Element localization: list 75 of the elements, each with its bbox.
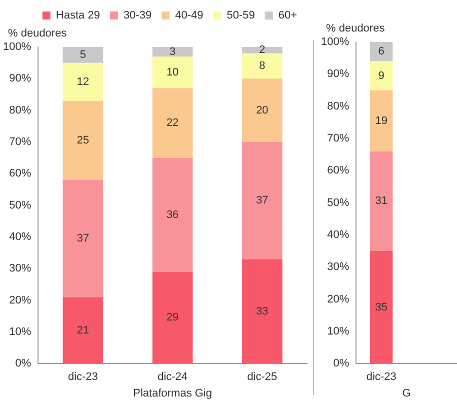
- y-tick-label: 60%: [9, 168, 32, 180]
- data-label: 8: [259, 60, 266, 72]
- bar: [62, 180, 104, 298]
- data-label: 20: [256, 104, 268, 116]
- data-label: 25: [76, 134, 90, 146]
- y-tick-label: 70%: [9, 136, 32, 148]
- legend-label: 40-49: [175, 10, 204, 22]
- x-axis-title: Plataformas Gig: [133, 387, 212, 400]
- bar: [242, 142, 282, 260]
- bar: [242, 53, 282, 79]
- y-tick-label: 20%: [327, 293, 350, 306]
- data-label: 22: [166, 117, 179, 130]
- y-tick-label: 30%: [327, 261, 350, 274]
- bar: [62, 297, 104, 364]
- bar: [152, 272, 193, 364]
- data-label: 2: [259, 44, 266, 56]
- bar: [370, 90, 393, 152]
- bar: [242, 78, 282, 142]
- data-label: 33: [256, 305, 268, 318]
- y-tick-label: 0%: [15, 358, 32, 370]
- x-tick-label: dic-23: [366, 371, 396, 384]
- y-tick-label: 100%: [320, 36, 350, 48]
- x-tick-label: dic-23: [68, 371, 98, 384]
- bar: [62, 100, 104, 180]
- y-tick-label: 50%: [9, 199, 32, 212]
- data-label: 31: [375, 195, 388, 208]
- bar: [370, 42, 393, 62]
- y-tick-label: 90%: [9, 72, 32, 85]
- bar: [62, 47, 104, 63]
- data-label: 10: [166, 66, 179, 78]
- bar: [152, 88, 193, 158]
- y-tick-label: 0%: [333, 358, 350, 370]
- data-label: 35: [375, 301, 388, 314]
- data-label: 3: [170, 46, 176, 58]
- data-label: 6: [378, 46, 384, 58]
- y-tick-label: 90%: [327, 68, 350, 80]
- x-axis-title: G: [402, 387, 411, 400]
- y-tick-label: 50%: [327, 196, 350, 209]
- data-label: 19: [375, 114, 388, 127]
- legend-label: 50-59: [226, 10, 255, 22]
- data-label: 21: [76, 324, 90, 336]
- data-label: 5: [80, 48, 86, 61]
- y-axis-title: % deudores: [326, 22, 386, 35]
- y-tick-label: 80%: [327, 100, 350, 112]
- data-label: 29: [166, 312, 179, 324]
- bar: [242, 47, 282, 54]
- bar: [152, 56, 193, 88]
- data-label: 37: [256, 194, 268, 207]
- legend-label: Hasta 29: [56, 10, 100, 22]
- x-tick-label: dic-25: [247, 371, 278, 384]
- y-tick-label: 60%: [327, 164, 350, 177]
- data-label: 12: [76, 76, 90, 88]
- y-tick-label: 20%: [9, 294, 32, 306]
- y-axis-title: % deudores: [8, 28, 68, 40]
- legend-label: 60+: [278, 10, 298, 22]
- y-tick-label: 30%: [9, 262, 32, 275]
- bar: [370, 151, 393, 252]
- bar: [152, 47, 193, 56]
- data-label: 37: [76, 232, 90, 245]
- y-tick-label: 40%: [9, 230, 32, 243]
- y-tick-label: 10%: [9, 326, 32, 338]
- bar: [370, 61, 393, 90]
- y-tick-label: 100%: [2, 41, 32, 54]
- bar: [62, 62, 104, 101]
- y-tick-label: 70%: [327, 132, 350, 145]
- data-label: 36: [166, 208, 179, 221]
- y-tick-label: 40%: [327, 228, 350, 241]
- y-tick-label: 10%: [327, 325, 350, 338]
- bar: [242, 259, 282, 364]
- data-label: 9: [378, 70, 384, 82]
- bar: [370, 251, 393, 364]
- x-tick-label: dic-24: [158, 371, 188, 384]
- bar: [152, 158, 193, 272]
- legend-label: 30-39: [123, 10, 152, 22]
- y-tick-label: 80%: [9, 104, 32, 116]
